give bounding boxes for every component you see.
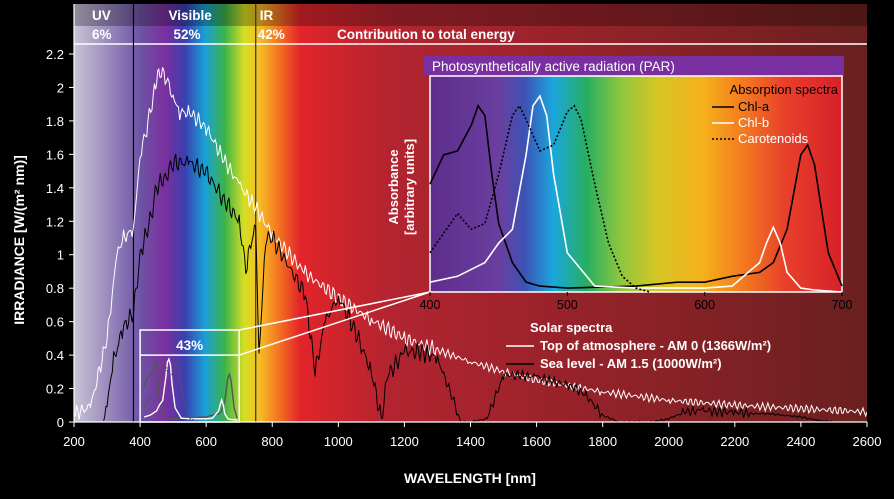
y-tick-label-0: 0 — [57, 415, 64, 430]
legend-title: Solar spectra — [530, 320, 613, 335]
band-uv-label: UV — [92, 8, 111, 23]
y-tick-label-0.4: 0.4 — [46, 348, 64, 363]
y-tick-label-0.6: 0.6 — [46, 315, 64, 330]
x-tick-label-2000: 2000 — [654, 434, 683, 449]
legend-label-chl-b: Chl-b — [738, 115, 769, 130]
inset-tick-label-700: 700 — [832, 298, 853, 312]
inset-title-bar — [424, 56, 844, 76]
mini-curve-carotenoids — [143, 360, 195, 421]
x-tick-label-2600: 2600 — [853, 434, 882, 449]
mini-curve-chl-b — [143, 357, 238, 421]
chart-title: Contribution to total energy — [337, 27, 515, 42]
x-tick-label-1400: 1400 — [456, 434, 485, 449]
series-top-of-atmosphere — [74, 67, 867, 420]
legend-label-chl-a: Chl-a — [738, 99, 770, 114]
legend-label-am15: Sea level - AM 1.5 (1000W/m²) — [540, 356, 722, 371]
inset-tick-label-500: 500 — [557, 298, 578, 312]
solar-legend: Solar spectra Top of atmosphere - AM 0 (… — [506, 320, 771, 371]
x-tick-label-1800: 1800 — [588, 434, 617, 449]
y-tick-label-1.6: 1.6 — [46, 147, 64, 162]
zoom-connector-top — [238, 291, 431, 356]
x-tick-label-200: 200 — [63, 434, 85, 449]
band-visible-label: Visible — [168, 8, 212, 23]
x-tick-label-800: 800 — [261, 434, 283, 449]
x-tick-label-2200: 2200 — [720, 434, 749, 449]
y-tick-label-0.8: 0.8 — [46, 281, 64, 296]
inset-tick-label-400: 400 — [420, 298, 441, 312]
inset-series — [429, 94, 843, 293]
x-ticks: 200 400 600 800 1000 1200 1400 1600 1800 2000 2200… — [63, 422, 881, 449]
y-tick-label-1.4: 1.4 — [46, 181, 64, 196]
y-tick-label-1.2: 1.2 — [46, 214, 64, 229]
x-tick-label-1000: 1000 — [324, 434, 353, 449]
inset-curve-carotenoids — [429, 104, 650, 293]
inset-x-ticks: 400 500 600 700 — [420, 292, 853, 312]
inset-legend-title: Absorption spectra — [730, 82, 839, 97]
legend-label-carotenoids: Carotenoids — [738, 131, 809, 146]
y-tick-label-2: 2 — [57, 80, 64, 95]
inset-curve-chl-b — [429, 94, 843, 293]
inset-plot — [429, 75, 843, 293]
par-box: 43% — [139, 291, 431, 423]
y-axis-title: IRRADIANCE [W/(m² nm)] — [11, 155, 27, 325]
x-axis-title: WAVELENGTH [nm] — [404, 470, 536, 486]
inset-ylabel-line1: Absorbance — [386, 149, 401, 224]
inset-title: Photosynthetically active radiation (PAR… — [432, 59, 675, 74]
band-header-shade — [74, 4, 867, 26]
par-inset: Photosynthetically active radiation (PAR… — [386, 56, 852, 312]
inset-ylabel-line2: [arbitrary units] — [402, 139, 417, 235]
band-ir-percent: 42% — [258, 27, 285, 42]
y-tick-label-0.2: 0.2 — [46, 382, 64, 397]
x-tick-label-1200: 1200 — [390, 434, 419, 449]
zoom-connector-bottom — [239, 291, 431, 331]
y-tick-label-1.8: 1.8 — [46, 114, 64, 129]
band-uv-percent: 6% — [92, 27, 112, 42]
mini-absorption-curves — [143, 357, 238, 421]
x-tick-label-1600: 1600 — [522, 434, 551, 449]
y-ticks: 0 0.2 0.4 0.6 0.8 1 1.2 1.4 1.6 1.8 2 2.2 — [46, 47, 74, 430]
legend-label-am0: Top of atmosphere - AM 0 (1366W/m²) — [540, 338, 771, 353]
y-tick-label-2.2: 2.2 — [46, 47, 64, 62]
y-tick-label-1: 1 — [57, 248, 64, 263]
x-tick-label-600: 600 — [195, 434, 217, 449]
x-tick-label-400: 400 — [129, 434, 151, 449]
inset-tick-label-600: 600 — [694, 298, 715, 312]
band-ir-label: IR — [260, 8, 274, 23]
band-visible-percent: 52% — [173, 27, 200, 42]
par-percent-label: 43% — [176, 338, 203, 353]
band-labels: UV 6% Visible 52% IR 42% Contribution to… — [92, 4, 515, 422]
x-tick-label-2400: 2400 — [786, 434, 815, 449]
